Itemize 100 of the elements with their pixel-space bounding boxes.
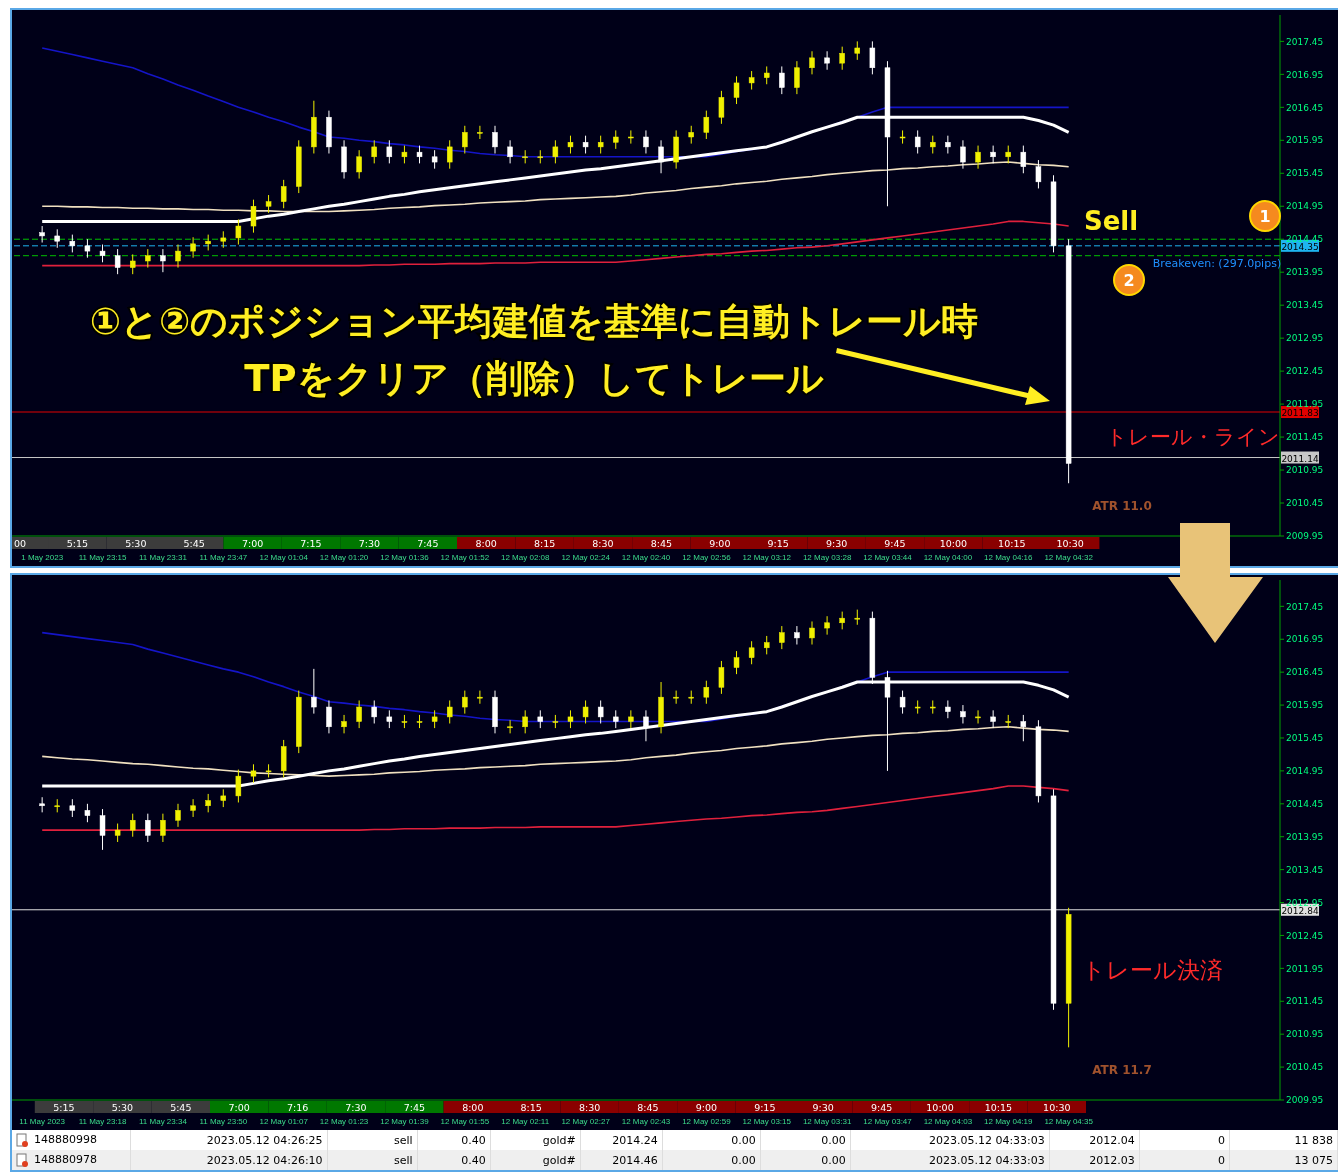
text: ATR 11.0 <box>1092 499 1152 513</box>
candlestick <box>190 798 196 818</box>
candlestick <box>356 699 362 729</box>
candlestick <box>945 135 951 154</box>
text: 148880978 2023.05.12 04:26:10 sell 0.40 gold# 2014.46 0.00 0.00 2023.05.12 04:33:03 2012.03 0 13 075 <box>34 1153 1333 1167</box>
text: 5:30 <box>111 1102 134 1113</box>
text: 5:30 <box>125 538 147 549</box>
text: 2 <box>1123 271 1135 290</box>
candlestick <box>446 699 453 724</box>
text: 9:45 <box>870 1102 893 1113</box>
text: 1 <box>1259 207 1271 226</box>
text: 9:00 <box>709 538 731 549</box>
candlestick <box>794 60 800 95</box>
candlestick <box>114 248 121 275</box>
candlestick <box>613 129 619 150</box>
candlestick <box>507 719 513 734</box>
x-tick-label: 12 May 03:15 <box>742 1117 792 1126</box>
x-tick-label: 11 May 23:50 <box>199 1117 248 1126</box>
y-tick-label: 2010.95 <box>1286 465 1324 476</box>
x-tick-label: 12 May 02:27 <box>561 1117 611 1126</box>
text: ATR 11.7 <box>1092 1063 1152 1077</box>
candlestick <box>371 139 377 164</box>
x-tick-label: 12 May 04:00 <box>923 553 973 562</box>
x-tick-label: 12 May 01:23 <box>319 1117 369 1126</box>
line-series <box>41 220 1070 267</box>
x-tick-label: 12 May 03:12 <box>742 553 792 562</box>
candlestick <box>235 769 242 803</box>
candlestick <box>794 625 800 646</box>
x-tick-label: 12 May 01:39 <box>380 1117 430 1126</box>
candlestick <box>748 640 755 665</box>
text: Sell <box>1084 206 1139 236</box>
candlestick <box>718 90 725 125</box>
candlestick <box>129 813 136 838</box>
y-tick-label: 2009.95 <box>1286 1095 1324 1106</box>
x-tick-label: 11 May 23:15 <box>78 553 128 562</box>
candlestick <box>356 149 362 180</box>
candlestick <box>1020 714 1027 742</box>
text: 7:00 <box>228 1102 250 1113</box>
text: 7:16 <box>286 1102 309 1113</box>
text: 8:30 <box>592 538 614 549</box>
text: 5:45 <box>183 538 205 549</box>
y-tick-label: 2014.95 <box>1286 766 1324 777</box>
candlestick <box>477 690 483 705</box>
x-tick-label: 12 May 01:20 <box>319 553 369 562</box>
candlestick <box>326 699 332 734</box>
y-tick-label: 2016.45 <box>1286 102 1324 113</box>
candlestick <box>190 236 196 259</box>
candlestick <box>582 699 589 724</box>
y-tick-label: 2012.45 <box>1286 930 1324 941</box>
y-tick-label: 2016.45 <box>1286 667 1324 678</box>
candlestick <box>960 704 966 724</box>
text: 10:00 <box>926 1102 954 1113</box>
y-tick-label: 2015.45 <box>1286 733 1324 744</box>
candlestick <box>145 813 151 843</box>
text: 8:00 <box>475 538 497 549</box>
annotation: TPをクリア（削除）してトレール <box>244 357 824 400</box>
candlestick <box>1020 145 1027 174</box>
candlestick <box>673 690 679 705</box>
candlestick <box>960 139 966 170</box>
candlestick <box>718 660 725 695</box>
candlestick <box>869 40 876 75</box>
text: 7:45 <box>403 1102 426 1113</box>
candlestick <box>597 699 604 724</box>
x-tick-label: 12 May 04:16 <box>984 553 1034 562</box>
candlestick <box>99 808 106 851</box>
x-tick-label: 12 May 02:24 <box>561 553 611 562</box>
candlestick <box>462 125 468 154</box>
candlestick <box>205 793 211 813</box>
ref-line-label: 2012.84 <box>1281 905 1319 916</box>
candlestick <box>84 238 91 259</box>
x-tick-label: 12 May 02:59 <box>682 1117 732 1126</box>
candlestick <box>250 763 257 784</box>
x-tick-label: 12 May 03:44 <box>863 553 913 562</box>
y-tick-label: 2015.45 <box>1286 168 1324 179</box>
candlestick <box>446 139 453 170</box>
ref-line-label: 2014.35 <box>1281 241 1319 252</box>
candlestick <box>643 129 649 154</box>
text: 148880998 2023.05.12 04:26:25 sell 0.40 gold# 2014.24 0.00 0.00 2023.05.12 04:33:03 2012.04 0 11 838 <box>34 1133 1333 1147</box>
y-tick-label: 2013.45 <box>1286 300 1324 311</box>
candlestick <box>280 179 287 209</box>
y-tick-label: 2011.45 <box>1286 432 1324 443</box>
text: 8:15 <box>520 1102 542 1113</box>
annotation: Breakeven: (297.0pips) <box>1152 256 1282 270</box>
y-tick-label: 2010.45 <box>1286 1062 1324 1073</box>
y-tick-label: 2013.95 <box>1286 831 1324 842</box>
candlestick <box>129 253 136 275</box>
text: 8:45 <box>650 538 673 549</box>
candlestick <box>899 690 906 715</box>
y-tick-label: 2016.95 <box>1286 634 1324 645</box>
text: 10:30 <box>1056 538 1084 549</box>
candlestick <box>160 248 166 273</box>
candlestick <box>477 125 483 140</box>
candlestick <box>839 46 845 71</box>
text: 8:00 <box>462 1102 484 1113</box>
text: 10:15 <box>984 1102 1013 1113</box>
y-tick-label: 2009.95 <box>1286 531 1324 542</box>
candlestick <box>748 70 755 91</box>
text: 7:45 <box>417 538 439 549</box>
candlestick <box>945 699 951 719</box>
candlestick <box>235 218 242 245</box>
